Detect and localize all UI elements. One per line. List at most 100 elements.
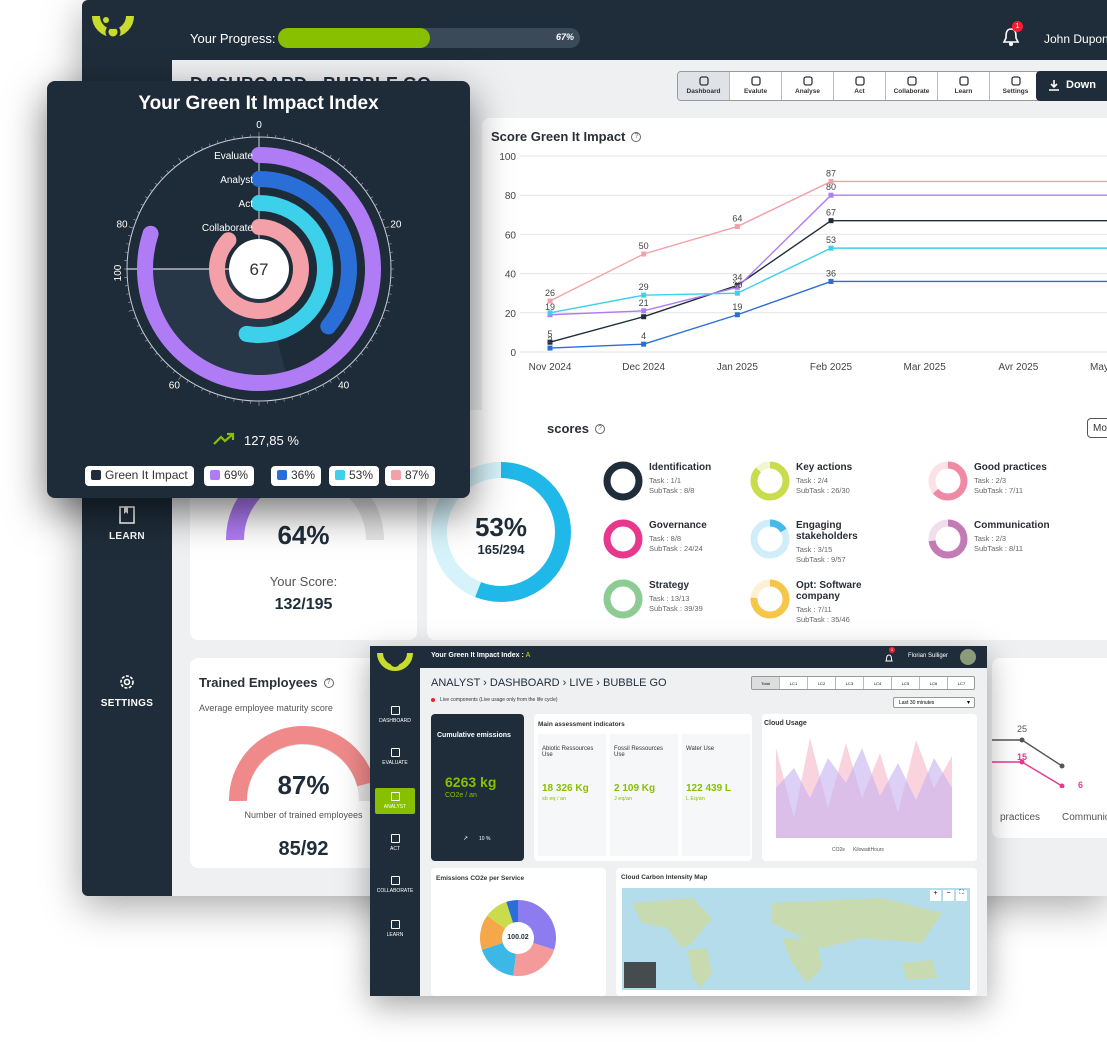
range-tab[interactable]: LC1 (780, 677, 808, 689)
data-point[interactable] (641, 308, 647, 314)
data-label: 21 (639, 298, 649, 308)
range-tab[interactable]: LC2 (808, 677, 836, 689)
breadcrumb-item[interactable]: LIVE (569, 677, 594, 689)
radial-tick (160, 176, 163, 179)
legend-pill[interactable]: 69% (204, 466, 255, 486)
data-point[interactable] (547, 310, 553, 316)
legend-label: CO2e (832, 847, 846, 853)
toolbar-button-analyse[interactable]: Analyse (782, 72, 834, 100)
data-point[interactable] (641, 314, 647, 320)
data-point[interactable] (828, 218, 834, 224)
score-donut[interactable] (927, 518, 969, 560)
data-point[interactable] (828, 245, 834, 251)
legend-pill[interactable]: 53% (329, 466, 380, 486)
breadcrumb-item[interactable]: ANALYST (431, 677, 481, 689)
nav-item-dashboard[interactable]: DASHBOARD (370, 706, 420, 724)
time-select[interactable]: Last 30 minutes ▾ (893, 697, 975, 708)
app-logo[interactable] (92, 10, 134, 48)
sidebar-item-learn[interactable]: LEARN (82, 505, 172, 542)
pie-slice[interactable] (480, 915, 518, 950)
radial-tick (360, 182, 364, 186)
sidebar-item-settings[interactable]: SETTINGS (82, 672, 172, 709)
legend-pill[interactable]: 87% (385, 466, 436, 486)
bell-icon[interactable] (885, 651, 893, 662)
nav-item-analyst[interactable]: ANALYST (375, 788, 415, 814)
range-tab[interactable]: Total (752, 677, 780, 689)
more-button[interactable]: Mo (1087, 418, 1107, 438)
map-view[interactable]: + − ⛶ (622, 888, 970, 990)
second-user-name[interactable]: Florian Sulliger (908, 653, 949, 659)
radial-bar[interactable] (251, 171, 357, 335)
legend-pill[interactable]: 36% (271, 466, 322, 486)
data-point[interactable] (641, 251, 647, 257)
data-point[interactable] (828, 192, 834, 198)
avatar[interactable] (960, 649, 976, 665)
radial-tick (355, 176, 358, 179)
score-donut[interactable] (602, 578, 644, 620)
data-point[interactable] (547, 339, 553, 345)
download-button[interactable]: Down (1036, 71, 1107, 101)
score-donut[interactable] (927, 460, 969, 502)
trend-up-icon: ↗ (463, 836, 469, 842)
toolbar-button-dashboard[interactable]: Dashboard (678, 72, 730, 100)
data-point[interactable] (734, 290, 740, 296)
big-value: 165/294 (477, 542, 525, 557)
range-tab[interactable]: LC5 (892, 677, 920, 689)
radial-shade (139, 269, 289, 389)
score-donut[interactable] (602, 460, 644, 502)
toolbar-button-evalute[interactable]: Evalute (730, 72, 782, 100)
help-icon[interactable]: ? (594, 423, 605, 434)
score-donut[interactable] (749, 578, 791, 620)
radial-tick (314, 388, 317, 392)
data-point[interactable] (734, 312, 740, 318)
data-point[interactable] (547, 345, 553, 351)
toolbar-button-act[interactable]: Act (834, 72, 886, 100)
live-note: Live components (Live usage only from th… (440, 697, 558, 703)
breadcrumb-item[interactable]: BUBBLE GO (603, 677, 667, 689)
nav-item-evaluate[interactable]: EVALUATE (370, 748, 420, 766)
data-point[interactable] (734, 224, 740, 230)
range-tab[interactable]: LC4 (864, 677, 892, 689)
toolbar-button-learn[interactable]: Learn (938, 72, 990, 100)
legend-pill[interactable]: Green It Impact (85, 466, 194, 486)
range-tab[interactable]: LC7 (948, 677, 974, 689)
radial-bar-label: Act (239, 199, 254, 210)
fullscreen-icon[interactable]: ⛶ (956, 890, 967, 901)
nav-item-collaborate[interactable]: COLLABORATE (370, 876, 420, 894)
radial-bar[interactable] (238, 195, 333, 343)
cumulative-unit: CO2e / an (445, 792, 477, 799)
app-logo[interactable] (376, 650, 414, 674)
trained-title: Trained Employees? (199, 674, 334, 692)
radial-tick (384, 226, 390, 229)
user-name[interactable]: John Dupont (1044, 32, 1107, 46)
range-tab[interactable]: LC3 (836, 677, 864, 689)
help-icon[interactable]: ? (323, 677, 334, 688)
score-donut[interactable] (749, 518, 791, 560)
data-point[interactable] (641, 292, 647, 298)
radial-tick (349, 365, 352, 368)
nav-item-act[interactable]: ACT (370, 834, 420, 852)
radial-bar[interactable] (209, 219, 309, 319)
radial-tick (360, 352, 364, 356)
nav-item-learn[interactable]: LEARN (370, 920, 420, 938)
toolbar-button-collaborate[interactable]: Collaborate (886, 72, 938, 100)
bell-icon[interactable]: 1 (1002, 21, 1023, 52)
zoom-in-button[interactable]: + (930, 890, 941, 901)
radial-tick (378, 211, 382, 214)
data-point[interactable] (828, 278, 834, 284)
breadcrumb-item[interactable]: DASHBOARD (489, 677, 560, 689)
data-point[interactable] (828, 178, 834, 184)
radial-tick (378, 324, 382, 327)
toolbar-button-settings[interactable]: Settings (990, 72, 1040, 100)
toolbar-button-label: Analyse (795, 88, 820, 95)
data-point[interactable] (734, 284, 740, 290)
score-donut[interactable] (749, 460, 791, 502)
zoom-out-button[interactable]: − (943, 890, 954, 901)
score-donut[interactable] (602, 518, 644, 560)
help-icon[interactable]: ? (631, 131, 642, 142)
data-point[interactable] (641, 341, 647, 347)
data-point[interactable] (547, 298, 553, 304)
range-tab[interactable]: LC6 (920, 677, 948, 689)
radial-tick (233, 398, 235, 402)
radial-bar[interactable] (137, 147, 381, 391)
